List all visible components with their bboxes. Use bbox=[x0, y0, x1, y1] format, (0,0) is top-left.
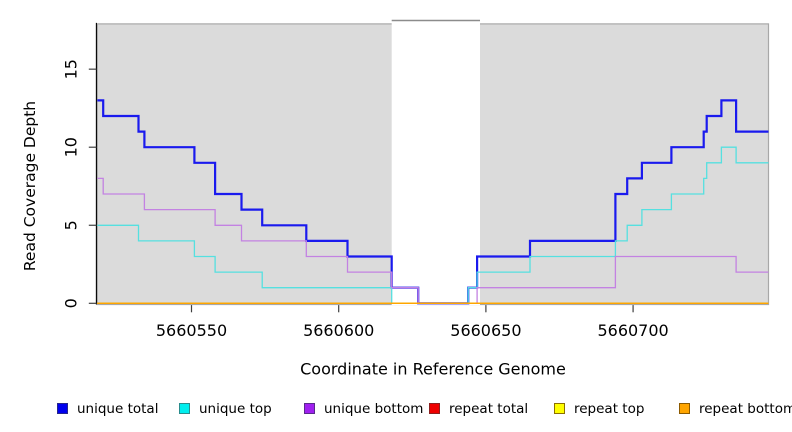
series-unique-bottom bbox=[97, 177, 769, 304]
x-tick-label: 5660600 bbox=[303, 321, 374, 340]
y-tick-label: 15 bbox=[62, 59, 81, 79]
y-axis-title: Read Coverage Depth bbox=[21, 100, 39, 272]
series-unique-top bbox=[97, 146, 769, 304]
y-tick-label: 10 bbox=[62, 137, 81, 157]
y-tick-label: 5 bbox=[62, 220, 81, 230]
masked-region bbox=[391, 19, 481, 306]
x-tick-label: 5660550 bbox=[156, 321, 227, 340]
y-tick-label: 0 bbox=[62, 298, 81, 308]
x-tick-label: 5660700 bbox=[597, 321, 668, 340]
x-axis-title: Coordinate in Reference Genome bbox=[300, 359, 566, 379]
x-tick-label: 5660650 bbox=[450, 321, 521, 340]
